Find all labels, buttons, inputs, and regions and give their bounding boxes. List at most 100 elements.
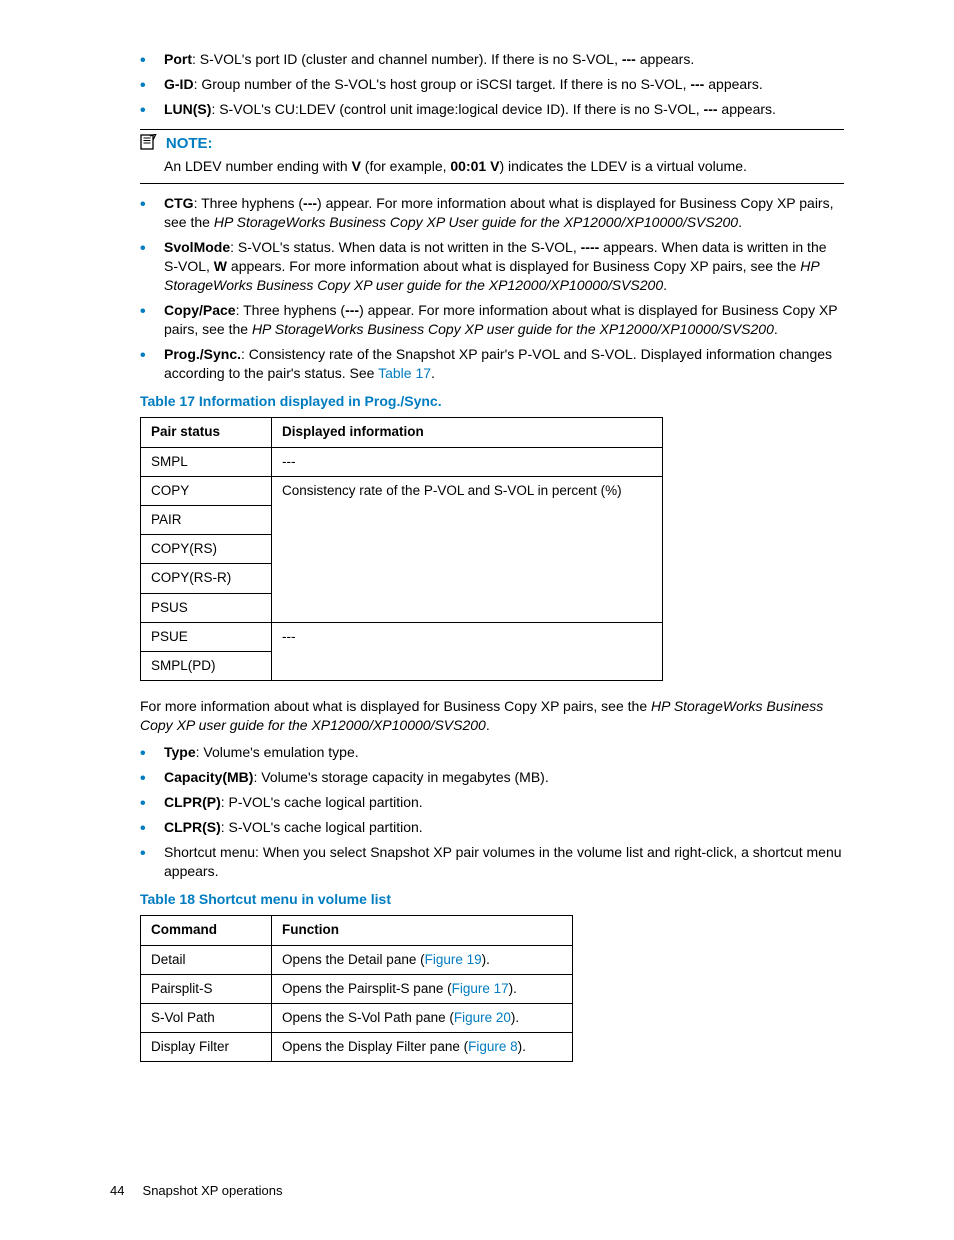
th-displayed-info: Displayed information bbox=[272, 418, 663, 447]
d: ---- bbox=[581, 239, 600, 255]
r: : P-VOL's cache logical partition. bbox=[221, 794, 423, 810]
th-pair-status: Pair status bbox=[141, 418, 272, 447]
cell-func: Opens the Pairsplit-S pane (Figure 17). bbox=[272, 974, 573, 1003]
r: : Volume's emulation type. bbox=[196, 744, 359, 760]
i: HP StorageWorks Business Copy XP user gu… bbox=[252, 321, 774, 337]
table17-caption: Table 17 Information displayed in Prog./… bbox=[140, 392, 844, 411]
q: ). bbox=[509, 981, 517, 996]
cell-status: PSUS bbox=[141, 593, 272, 622]
p: Opens the Display Filter pane ( bbox=[282, 1039, 468, 1054]
q: ). bbox=[518, 1039, 526, 1054]
field-list-top: Port: S-VOL's port ID (cluster and chann… bbox=[110, 50, 844, 119]
c: appears. For more information about what… bbox=[227, 258, 800, 274]
section-title: Snapshot XP operations bbox=[143, 1183, 283, 1198]
li-luns: LUN(S): S-VOL's CU:LDEV (control unit im… bbox=[140, 100, 844, 119]
cell-func: Opens the Detail pane (Figure 19). bbox=[272, 945, 573, 974]
term: LUN(S) bbox=[164, 101, 211, 117]
cell-status: PSUE bbox=[141, 622, 272, 651]
table-row: SMPL --- bbox=[141, 447, 663, 476]
table-row: S-Vol Path Opens the S-Vol Path pane (Fi… bbox=[141, 1004, 573, 1033]
note-body: An LDEV number ending with V (for exampl… bbox=[164, 157, 844, 176]
cell-cmd: Pairsplit-S bbox=[141, 974, 272, 1003]
tail: appears. bbox=[718, 101, 776, 117]
cell-cmd: S-Vol Path bbox=[141, 1004, 272, 1033]
d: --- bbox=[345, 302, 359, 318]
note-label: NOTE: bbox=[166, 135, 213, 152]
cell-info: --- bbox=[272, 622, 663, 680]
table-row: Pairsplit-S Opens the Pairsplit-S pane (… bbox=[141, 974, 573, 1003]
th-command: Command bbox=[141, 916, 272, 945]
m: (for example, bbox=[361, 158, 450, 174]
table-row: PSUE --- bbox=[141, 622, 663, 651]
cell-status: COPY(RS-R) bbox=[141, 564, 272, 593]
tail: appears. bbox=[636, 51, 694, 67]
t: An LDEV number ending with bbox=[164, 158, 352, 174]
v: V bbox=[352, 158, 361, 174]
i: HP StorageWorks Business Copy XP User gu… bbox=[214, 214, 738, 230]
field-list-mid: CTG: Three hyphens (---) appear. For mor… bbox=[110, 194, 844, 382]
page-number: 44 bbox=[110, 1183, 124, 1198]
figure-link[interactable]: Figure 17 bbox=[452, 981, 509, 996]
a: : S-VOL's status. When data is not writt… bbox=[230, 239, 581, 255]
figure-link[interactable]: Figure 19 bbox=[425, 952, 482, 967]
li-capacity: Capacity(MB): Volume's storage capacity … bbox=[140, 768, 844, 787]
li-ctg: CTG: Three hyphens (---) appear. For mor… bbox=[140, 194, 844, 232]
cell-info: --- bbox=[272, 447, 663, 476]
p: Opens the S-Vol Path pane ( bbox=[282, 1010, 454, 1025]
term: CLPR(S) bbox=[164, 819, 221, 835]
dash: --- bbox=[690, 76, 704, 92]
cell-func: Opens the Display Filter pane (Figure 8)… bbox=[272, 1033, 573, 1062]
li-copypace: Copy/Pace: Three hyphens (---) appear. F… bbox=[140, 301, 844, 339]
term: Copy/Pace bbox=[164, 302, 236, 318]
cell-status: COPY(RS) bbox=[141, 535, 272, 564]
e: . bbox=[663, 277, 667, 293]
p: ) indicates the LDEV is a virtual volume… bbox=[499, 158, 746, 174]
a: : Three hyphens ( bbox=[236, 302, 345, 318]
a: : Three hyphens ( bbox=[194, 195, 303, 211]
term: Port bbox=[164, 51, 192, 67]
term: Type bbox=[164, 744, 196, 760]
note-block: NOTE: An LDEV number ending with V (for … bbox=[140, 129, 844, 185]
table18: Command Function Detail Opens the Detail… bbox=[140, 915, 573, 1062]
term: SvolMode bbox=[164, 239, 230, 255]
term: Prog./Sync. bbox=[164, 346, 241, 362]
txt: : Group number of the S-VOL's host group… bbox=[194, 76, 691, 92]
rule-top bbox=[140, 129, 844, 130]
r: : S-VOL's cache logical partition. bbox=[221, 819, 423, 835]
term: CTG bbox=[164, 195, 194, 211]
c: . bbox=[774, 321, 778, 337]
dash: --- bbox=[622, 51, 636, 67]
figure-link[interactable]: Figure 20 bbox=[454, 1010, 511, 1025]
d: --- bbox=[303, 195, 317, 211]
c: . bbox=[738, 214, 742, 230]
cell-func: Opens the S-Vol Path pane (Figure 20). bbox=[272, 1004, 573, 1033]
li-port: Port: S-VOL's port ID (cluster and chann… bbox=[140, 50, 844, 69]
p: Opens the Detail pane ( bbox=[282, 952, 425, 967]
li-gid: G-ID: Group number of the S-VOL's host g… bbox=[140, 75, 844, 94]
tail: appears. bbox=[704, 76, 762, 92]
li-progsync: Prog./Sync.: Consistency rate of the Sna… bbox=[140, 345, 844, 383]
rule-bottom bbox=[140, 183, 844, 184]
li-clprp: CLPR(P): P-VOL's cache logical partition… bbox=[140, 793, 844, 812]
term: G-ID bbox=[164, 76, 194, 92]
table-row: COPY Consistency rate of the P-VOL and S… bbox=[141, 476, 663, 505]
term: CLPR(P) bbox=[164, 794, 221, 810]
figure-link[interactable]: Figure 8 bbox=[468, 1039, 518, 1054]
table18-caption: Table 18 Shortcut menu in volume list bbox=[140, 890, 844, 909]
th-function: Function bbox=[272, 916, 573, 945]
field-list-bottom: Type: Volume's emulation type. Capacity(… bbox=[110, 743, 844, 880]
li-shortcut: Shortcut menu: When you select Snapshot … bbox=[140, 843, 844, 881]
a: For more information about what is displ… bbox=[140, 698, 651, 714]
li-clprs: CLPR(S): S-VOL's cache logical partition… bbox=[140, 818, 844, 837]
note-icon bbox=[140, 134, 158, 155]
table-row: Detail Opens the Detail pane (Figure 19)… bbox=[141, 945, 573, 974]
cell-cmd: Display Filter bbox=[141, 1033, 272, 1062]
term: Capacity(MB) bbox=[164, 769, 253, 785]
q: ). bbox=[511, 1010, 519, 1025]
cell-cmd: Detail bbox=[141, 945, 272, 974]
cell-status: COPY bbox=[141, 476, 272, 505]
table17-link[interactable]: Table 17 bbox=[378, 365, 431, 381]
cell-status: SMPL(PD) bbox=[141, 652, 272, 681]
table-row: Display Filter Opens the Display Filter … bbox=[141, 1033, 573, 1062]
li-type: Type: Volume's emulation type. bbox=[140, 743, 844, 762]
